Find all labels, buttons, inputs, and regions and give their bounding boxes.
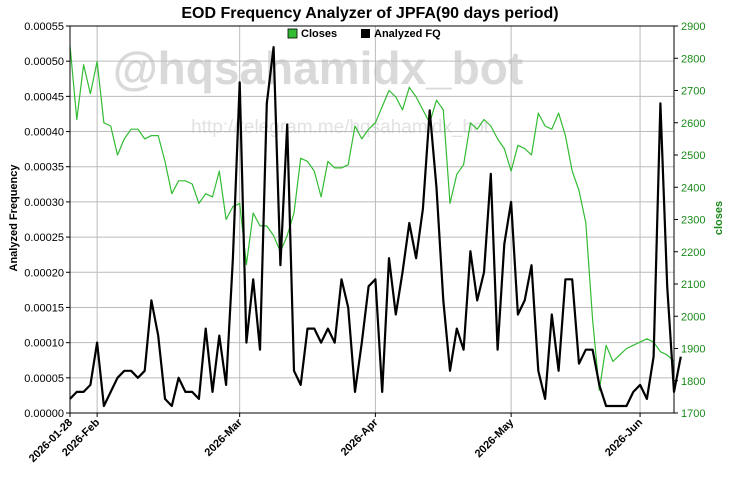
y2-tick-label: 2800 — [681, 53, 705, 65]
x-tick-label: 2026-Mar — [203, 416, 246, 459]
y2-tick-label: 2300 — [681, 215, 705, 227]
x-tick-label: 2026-Jun — [603, 416, 645, 458]
closes-line — [69, 45, 675, 391]
y2-tick-label: 2900 — [681, 21, 705, 33]
y2-tick-label: 2500 — [681, 150, 705, 162]
analyzed-fq-line — [69, 45, 682, 408]
y-tick-label: 0.00040 — [24, 127, 64, 139]
legend-label-analyzed: Analyzed FQ — [374, 28, 441, 40]
y2-tick-label: 2100 — [681, 279, 705, 291]
y2-axis-label: closes — [713, 201, 725, 235]
x-tick-label: 2026-May — [473, 416, 517, 460]
plot-frame — [69, 25, 675, 414]
y-tick-label: 0.00025 — [24, 232, 64, 244]
x-tick-label: 2026-Apr — [339, 416, 381, 458]
y-tick-label: 0.00050 — [24, 56, 64, 68]
y-tick-label: 0.00000 — [24, 408, 64, 420]
legend-swatch-analyzed — [361, 29, 370, 38]
y2-tick-label: 2400 — [681, 182, 705, 194]
watermark: @hqsahamidx_bot http://telegram.me/hqsah… — [113, 42, 523, 138]
series-layer — [69, 45, 682, 408]
y-tick-label: 0.00010 — [24, 338, 64, 350]
y-tick-label: 0.00005 — [24, 373, 64, 385]
y2-tick-label: 2600 — [681, 118, 705, 130]
y-tick-label: 0.00055 — [24, 21, 64, 33]
y-tick-label: 0.00030 — [24, 197, 64, 209]
watermark-handle: @hqsahamidx_bot — [113, 42, 523, 94]
y2-tick-label: 1700 — [681, 408, 705, 420]
y-axis-label: Analyzed Frequency — [8, 164, 20, 272]
y2-tick-label: 1800 — [681, 376, 705, 388]
y2-tick-label: 2000 — [681, 311, 705, 323]
y2-tick-label: 2700 — [681, 86, 705, 98]
y-tick-label: 0.00015 — [24, 302, 64, 314]
legend-swatch-closes — [287, 28, 298, 39]
y2-tick-label: 2200 — [681, 247, 705, 259]
y2-tick-label: 1900 — [681, 344, 705, 356]
legend: Closes Analyzed FQ — [287, 28, 441, 40]
chart-title: EOD Frequency Analyzer of JPFA(90 days p… — [181, 5, 558, 22]
y-tick-label: 0.00035 — [24, 162, 64, 174]
y-tick-label: 0.00045 — [24, 91, 64, 103]
legend-label-closes: Closes — [301, 28, 337, 40]
y-tick-label: 0.00020 — [24, 267, 64, 279]
